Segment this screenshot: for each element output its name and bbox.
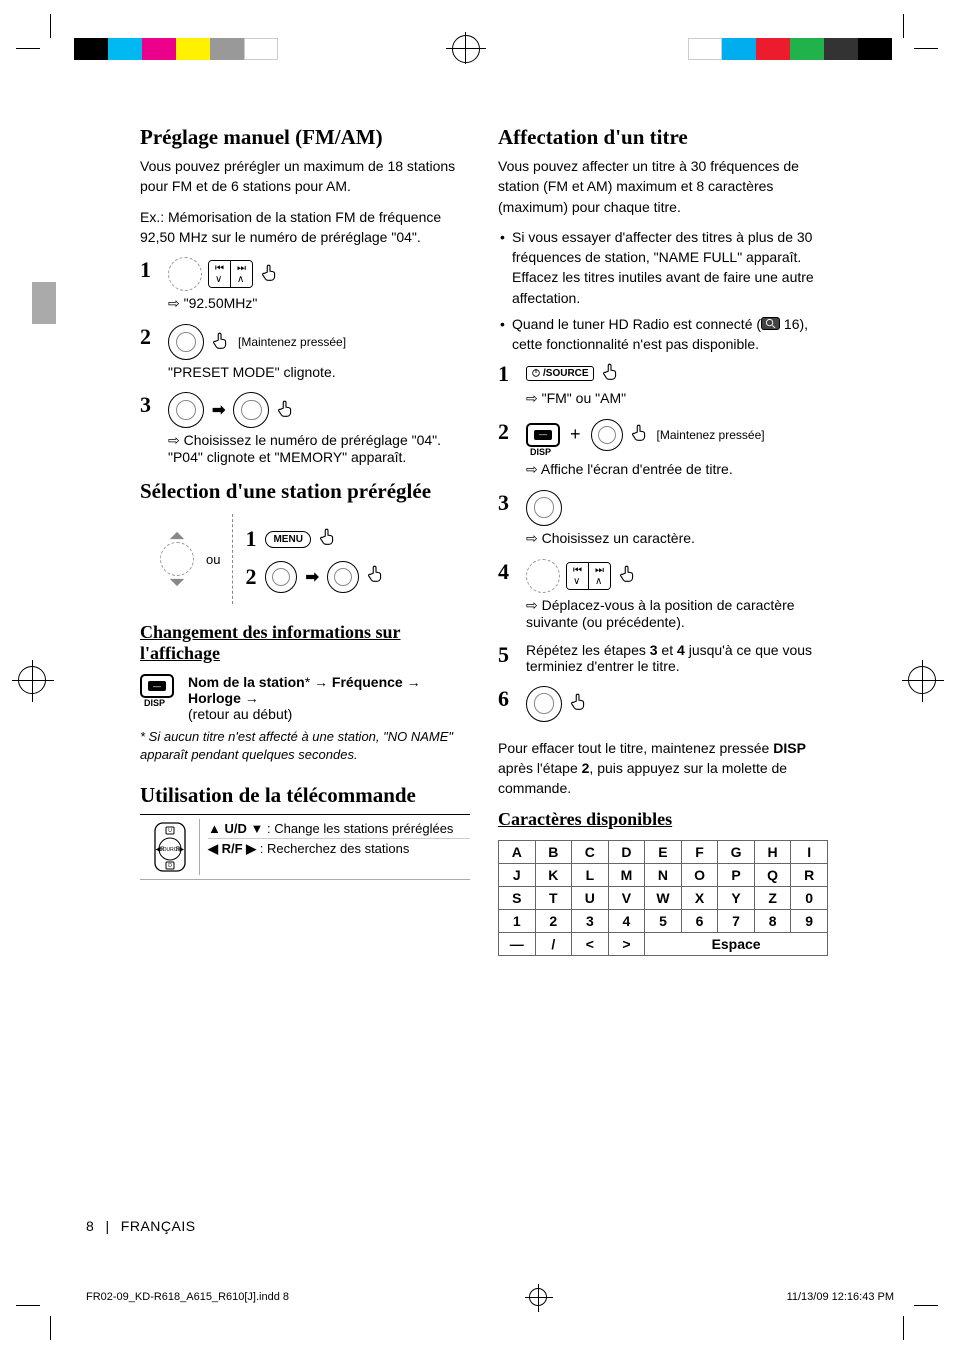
bullet-hdradio: Quand le tuner HD Radio est connecté ( 1… [512,314,828,355]
hand-press-icon [568,691,590,716]
right-step-2: 2 — + [Maintenez pressée] ⇨ Affiche l'éc… [498,419,828,478]
page-content: Préglage manuel (FM/AM) Vous pouvez prér… [140,125,830,956]
preset-select-diagram: ou 1 MENU 2 ➡ [160,514,470,604]
print-filename: FR02-09_KD-R618_A615_R610[J].indd 8 [86,1291,289,1303]
text-title-intro: Vous pouvez affecter un titre à 30 fréqu… [498,156,828,217]
step2-note: [Maintenez pressée] [238,335,346,349]
disp-seq-4: (retour au début) [188,706,292,722]
step1-result: "92.50MHz" [184,295,258,311]
dial-icon [233,392,269,428]
right-column: Affectation d'un titre Vous pouvez affec… [498,125,828,956]
heading-select-preset: Sélection d'une station préréglée [140,479,470,504]
disp-seq-2: Fréquence [332,674,403,690]
remote-ud-txt: : Change les stations préréglées [267,821,453,836]
heading-chars: Caractères disponibles [498,809,828,830]
erase-text: Pour effacer tout le titre, maintenez pr… [498,738,828,799]
left-step-1: 1 ⏮∨⏭∧ ⇨ "92.50MHz" [140,257,470,312]
dashed-dial-icon [526,559,560,593]
remote-rf-sym: ◀ R/F ▶ [208,841,256,856]
step3-result: Choisissez le numéro de préréglage "04". [184,432,441,448]
rstep2-note: [Maintenez pressée] [657,428,765,442]
page-number: 8 [86,1218,94,1234]
hand-press-icon [275,398,297,423]
rstep3-result: Choisissez un caractère. [542,530,695,546]
arrow-right-icon: ➡ [305,567,318,587]
rstep1-result: "FM" ou "AM" [542,390,626,406]
right-step-6: 6 [498,686,828,726]
hand-press-icon [365,563,387,590]
side-tab [32,282,56,324]
bullet-namefull: Si vous essayer d'affecter des titres à … [512,227,828,308]
right-step-1: 1 /SOURCE ⇨ "FM" ou "AM" [498,361,828,407]
dashed-dial-icon [168,257,202,291]
char-table: ABCDEFGHI JKLMNOPQR STUVWXYZ0 123456789 … [498,840,828,956]
left-step-2: 2 [Maintenez pressée] "PRESET MODE" clig… [140,324,470,380]
left-step-3: 3 ➡ ⇨ Choisissez le numéro de préréglage… [140,392,470,465]
lang-label: FRANÇAIS [121,1218,196,1234]
dial-icon [265,561,297,593]
right-step-5: 5 Répétez les étapes 3 et 4 jusqu'à ce q… [498,642,828,674]
heading-remote: Utilisation de la télécommande [140,783,470,808]
svg-text:D: D [168,863,172,869]
rstep4-result: Déplacez-vous à la position de caractère… [526,597,795,630]
page-ref-icon [761,317,780,330]
dashed-dial-icon [160,542,194,576]
dial-icon [526,686,562,722]
disp-button-icon: — [140,674,174,698]
svg-text:◀R: ◀R [155,847,165,853]
dial-icon [526,490,562,526]
svg-text:F▶: F▶ [175,847,184,853]
right-step-3: 3 ⇨ Choisissez un caractère. [498,490,828,547]
prev-next-buttons-icon: ⏮∨⏭∧ [208,260,253,288]
hand-press-icon [259,262,281,287]
remote-table: SOURCE U D ◀R F▶ ▲ U/D ▼ : Change les st… [140,814,470,880]
disp-button-icon: — [526,423,560,447]
arrow-right-icon: ➡ [212,400,225,420]
disp-seq-1: Nom de la station [188,674,305,690]
footnote-noname: * Si aucun titre n'est affecté à une sta… [140,728,470,764]
svg-text:U: U [168,828,172,834]
left-column: Préglage manuel (FM/AM) Vous pouvez prér… [140,125,470,956]
down-arrow-icon [168,578,186,587]
text-preset-example: Ex.: Mémorisation de la station FM de fr… [140,207,470,248]
text-preset-intro: Vous pouvez prérégler un maximum de 18 s… [140,156,470,197]
or-label: ou [206,552,220,567]
right-step-4: 4 ⏮∨⏭∧ ⇨ Déplacez-vous à la position de … [498,559,828,630]
heading-display-change: Changement des informations sur l'affich… [140,622,470,664]
dial-icon [327,561,359,593]
print-date: 11/13/09 12:16:43 PM [787,1291,894,1303]
hand-press-icon [600,361,622,386]
menu-button-icon: MENU [265,531,310,548]
page-footer: 8 | FRANÇAIS [86,1218,196,1234]
rstep2-result: Affiche l'écran d'entrée de titre. [541,461,733,477]
colorbar-left [74,38,278,60]
heading-title-assign: Affectation d'un titre [498,125,828,150]
heading-preset-manual: Préglage manuel (FM/AM) [140,125,470,150]
step2-result: "PRESET MODE" clignote. [168,364,470,380]
hand-press-icon [629,422,651,447]
target-right [908,666,936,694]
dial-icon [168,324,204,360]
disp-seq-3: Horloge [188,690,241,706]
remote-ud-sym: ▲ U/D ▼ [208,821,263,836]
hand-press-icon [210,330,232,355]
hand-press-icon [617,563,639,588]
colorbar-right [688,38,892,60]
remote-illustration: SOURCE U D ◀R F▶ [140,819,200,875]
source-button-icon: /SOURCE [526,366,594,381]
dial-icon [591,419,623,451]
hand-press-icon [317,526,339,553]
dial-icon [168,392,204,428]
target-left [18,666,46,694]
target-icon [529,1288,547,1306]
step3-result2: "P04" clignote et "MEMORY" apparaît. [168,449,470,465]
prev-next-buttons-icon: ⏮∨⏭∧ [566,562,611,590]
up-arrow-icon [168,531,186,540]
remote-rf-txt: : Recherchez des stations [260,841,410,856]
print-footer: FR02-09_KD-R618_A615_R610[J].indd 8 11/1… [86,1288,894,1306]
